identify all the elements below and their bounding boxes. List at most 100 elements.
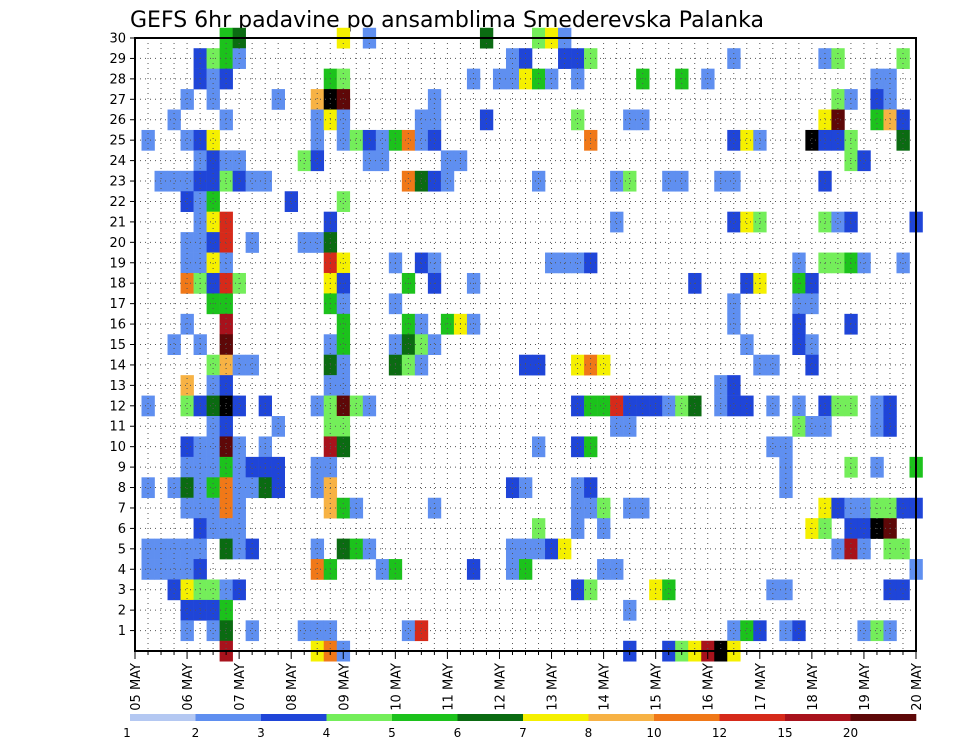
colorbar-label: 12 (712, 726, 727, 740)
heatmap-cell (167, 170, 181, 192)
heatmap-cell (466, 313, 481, 335)
heatmap-cell (219, 313, 233, 335)
heatmap-cell (232, 354, 246, 376)
heatmap-cell (336, 436, 351, 458)
heatmap-cell (401, 334, 416, 356)
heatmap-cell (310, 477, 325, 499)
heatmap-cell (688, 395, 702, 417)
heatmap-cell (180, 436, 194, 458)
colorbar-swatch (654, 714, 720, 721)
colorbar-swatch (719, 714, 786, 721)
heatmap-cell (740, 395, 754, 417)
heatmap-cell (401, 129, 416, 151)
x-tick-label: 05 MAY (129, 663, 144, 711)
heatmap-cell (571, 436, 585, 458)
colorbar-label: 5 (388, 726, 396, 740)
y-tick-label: 24 (109, 154, 126, 169)
heatmap-cell (636, 395, 650, 417)
heatmap-cell (245, 232, 259, 253)
heatmap-cell (245, 477, 259, 499)
heatmap-cell (623, 170, 637, 192)
heatmap-cell (727, 620, 741, 642)
heatmap-cell (336, 354, 351, 376)
heatmap-cell (427, 89, 442, 110)
heatmap-cell (180, 599, 194, 621)
heatmap-cell (597, 354, 611, 376)
heatmap-cell (766, 579, 780, 601)
heatmap-cell (766, 395, 780, 417)
heatmap-cell (219, 68, 233, 90)
colorbar-swatch (195, 714, 262, 721)
heatmap-cell (310, 395, 325, 417)
heatmap-cell (532, 170, 546, 192)
heatmap-cell (180, 456, 194, 478)
heatmap-cell (180, 559, 194, 580)
heatmap-cell (571, 477, 585, 499)
heatmap-cell (492, 68, 507, 90)
heatmap-cell (844, 150, 858, 172)
x-axis: 05 MAY 06 MAY 07 MAY 08 MAY 09 MAY 10 MAY 11 M… (129, 651, 925, 711)
y-tick-label: 13 (109, 379, 126, 394)
heatmap-cell (727, 313, 741, 335)
heatmap-cell (414, 354, 429, 376)
heatmap-cell (766, 354, 780, 376)
colorbar-swatch (457, 714, 524, 721)
heatmap-cell (180, 170, 194, 192)
y-tick-label: 22 (109, 195, 126, 210)
heatmap-cell (844, 129, 858, 151)
colorbar-label: 2 (192, 726, 200, 740)
heatmap-cell (375, 150, 390, 172)
heatmap-cell (466, 68, 481, 90)
heatmap-cell (271, 456, 285, 478)
heatmap-cell (297, 150, 312, 172)
heatmap-cell (206, 150, 220, 172)
heatmap-cell (271, 89, 285, 110)
heatmap-cell (558, 252, 572, 274)
heatmap-cell (753, 211, 767, 233)
y-tick-label: 25 (109, 134, 126, 149)
heatmap-cell (180, 252, 194, 274)
heatmap-cell (662, 579, 676, 601)
heatmap-cell (336, 89, 351, 110)
heatmap-cell (271, 416, 285, 437)
colorbar-swatch (326, 714, 393, 721)
x-tick-label: 14 MAY (598, 663, 613, 711)
heatmap-cell (401, 354, 416, 376)
heatmap-cell (727, 375, 741, 396)
heatmap-cell (831, 395, 845, 417)
heatmap-cell (336, 191, 351, 212)
heatmap-cell (206, 579, 220, 601)
heatmap-cell (766, 436, 780, 458)
heatmap-cell (623, 109, 637, 131)
heatmap-cell (753, 354, 767, 376)
heatmap-cell (870, 456, 884, 478)
heatmap-cell (284, 191, 299, 212)
heatmap-cell (844, 395, 858, 417)
heatmap-cell (662, 395, 676, 417)
heatmap-cell (141, 395, 155, 417)
heatmap-cell (805, 354, 819, 376)
heatmap-cell (219, 477, 233, 499)
heatmap-cell (740, 620, 754, 642)
heatmap-cell (571, 109, 585, 131)
heatmap-cell (401, 313, 416, 335)
colorbar-label: 6 (454, 726, 462, 740)
colorbar-label: 8 (585, 726, 593, 740)
heatmap-cell (336, 313, 351, 335)
heatmap-cell (349, 395, 364, 417)
x-tick-label: 19 MAY (858, 663, 873, 711)
heatmap-cell (245, 170, 259, 192)
heatmap-cell (336, 68, 351, 90)
heatmap-cell (896, 252, 910, 274)
heatmap-cell (180, 191, 194, 212)
heatmap-cell (571, 395, 585, 417)
heatmap-cell (180, 395, 194, 417)
colorbar-label: 3 (257, 726, 265, 740)
x-tick-label: 20 MAY (910, 663, 925, 711)
heatmap-cell (662, 170, 676, 192)
y-tick-label: 29 (109, 52, 126, 67)
heatmap-cell (206, 456, 220, 478)
heatmap-cell (167, 579, 181, 601)
heatmap-cell (232, 436, 246, 458)
heatmap-cell (219, 579, 233, 601)
